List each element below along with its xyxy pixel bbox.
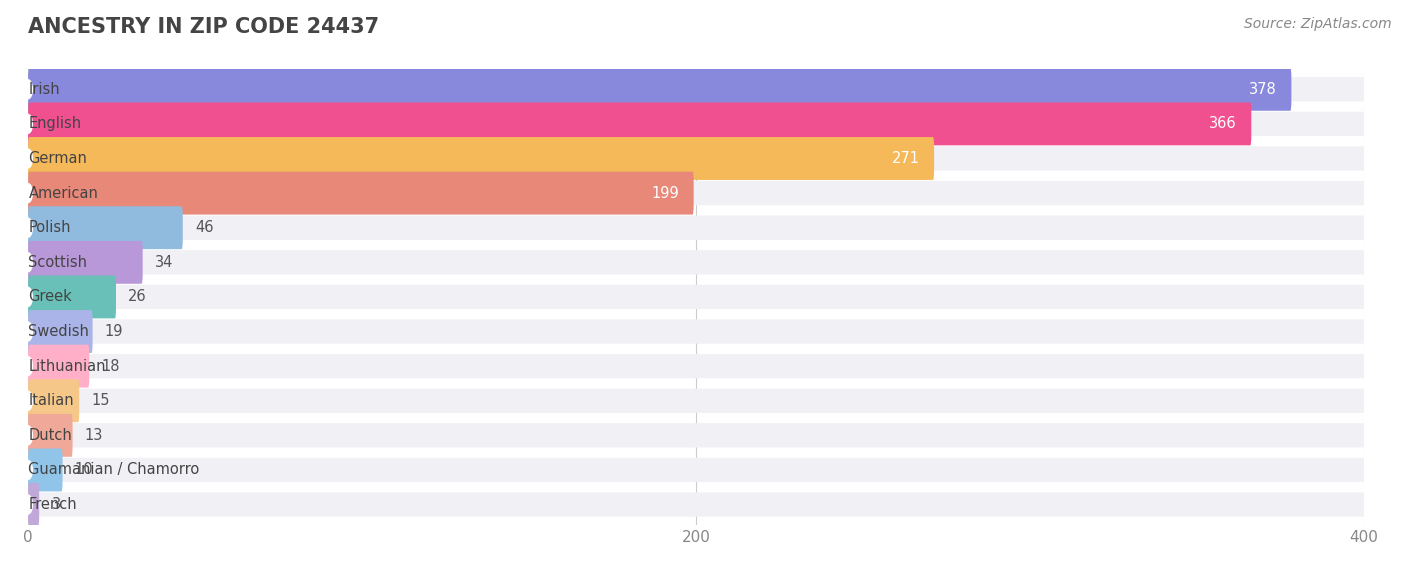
FancyBboxPatch shape (28, 172, 693, 215)
FancyBboxPatch shape (28, 102, 1251, 146)
FancyBboxPatch shape (28, 414, 73, 457)
FancyBboxPatch shape (28, 483, 39, 526)
Text: Lithuanian: Lithuanian (28, 359, 105, 373)
FancyBboxPatch shape (28, 275, 115, 319)
Text: Source: ZipAtlas.com: Source: ZipAtlas.com (1244, 17, 1392, 31)
Text: Greek: Greek (28, 289, 72, 304)
Text: 26: 26 (128, 289, 146, 304)
FancyBboxPatch shape (28, 112, 1364, 136)
FancyBboxPatch shape (28, 492, 1364, 517)
Ellipse shape (22, 356, 34, 376)
FancyBboxPatch shape (28, 250, 1364, 275)
Text: 199: 199 (651, 186, 679, 200)
Text: 19: 19 (105, 324, 124, 339)
FancyBboxPatch shape (28, 216, 1364, 240)
Text: 271: 271 (891, 151, 920, 166)
Text: ANCESTRY IN ZIP CODE 24437: ANCESTRY IN ZIP CODE 24437 (28, 17, 380, 37)
Ellipse shape (22, 183, 34, 203)
Text: Dutch: Dutch (28, 428, 72, 443)
Ellipse shape (22, 79, 34, 99)
FancyBboxPatch shape (28, 137, 934, 180)
Ellipse shape (22, 460, 34, 480)
Text: Italian: Italian (28, 393, 75, 408)
FancyBboxPatch shape (28, 423, 1364, 448)
Ellipse shape (22, 391, 34, 411)
Ellipse shape (22, 321, 34, 341)
FancyBboxPatch shape (28, 458, 1364, 482)
FancyBboxPatch shape (28, 310, 93, 353)
Text: 378: 378 (1250, 82, 1277, 96)
Text: 34: 34 (155, 255, 173, 270)
FancyBboxPatch shape (28, 379, 79, 422)
FancyBboxPatch shape (28, 354, 1364, 378)
FancyBboxPatch shape (28, 319, 1364, 344)
Text: 3: 3 (52, 497, 60, 512)
Text: 13: 13 (84, 428, 103, 443)
Text: Swedish: Swedish (28, 324, 90, 339)
Ellipse shape (22, 218, 34, 238)
Text: 46: 46 (195, 220, 214, 235)
Text: 18: 18 (101, 359, 120, 373)
FancyBboxPatch shape (28, 241, 142, 284)
FancyBboxPatch shape (28, 448, 62, 492)
Text: Irish: Irish (28, 82, 60, 96)
Ellipse shape (22, 494, 34, 514)
Ellipse shape (22, 287, 34, 307)
FancyBboxPatch shape (28, 68, 1291, 111)
Ellipse shape (22, 148, 34, 168)
Ellipse shape (22, 114, 34, 134)
Text: English: English (28, 116, 82, 131)
FancyBboxPatch shape (28, 285, 1364, 309)
Ellipse shape (22, 425, 34, 445)
Ellipse shape (22, 252, 34, 272)
FancyBboxPatch shape (28, 77, 1364, 102)
Text: 366: 366 (1209, 116, 1237, 131)
Text: German: German (28, 151, 87, 166)
FancyBboxPatch shape (28, 206, 183, 249)
Text: 15: 15 (91, 393, 110, 408)
Text: Guamanian / Chamorro: Guamanian / Chamorro (28, 463, 200, 477)
FancyBboxPatch shape (28, 389, 1364, 413)
FancyBboxPatch shape (28, 146, 1364, 171)
FancyBboxPatch shape (28, 345, 89, 388)
Text: 10: 10 (75, 463, 93, 477)
Text: American: American (28, 186, 98, 200)
FancyBboxPatch shape (28, 181, 1364, 205)
Text: French: French (28, 497, 77, 512)
Text: Polish: Polish (28, 220, 70, 235)
Text: Scottish: Scottish (28, 255, 87, 270)
